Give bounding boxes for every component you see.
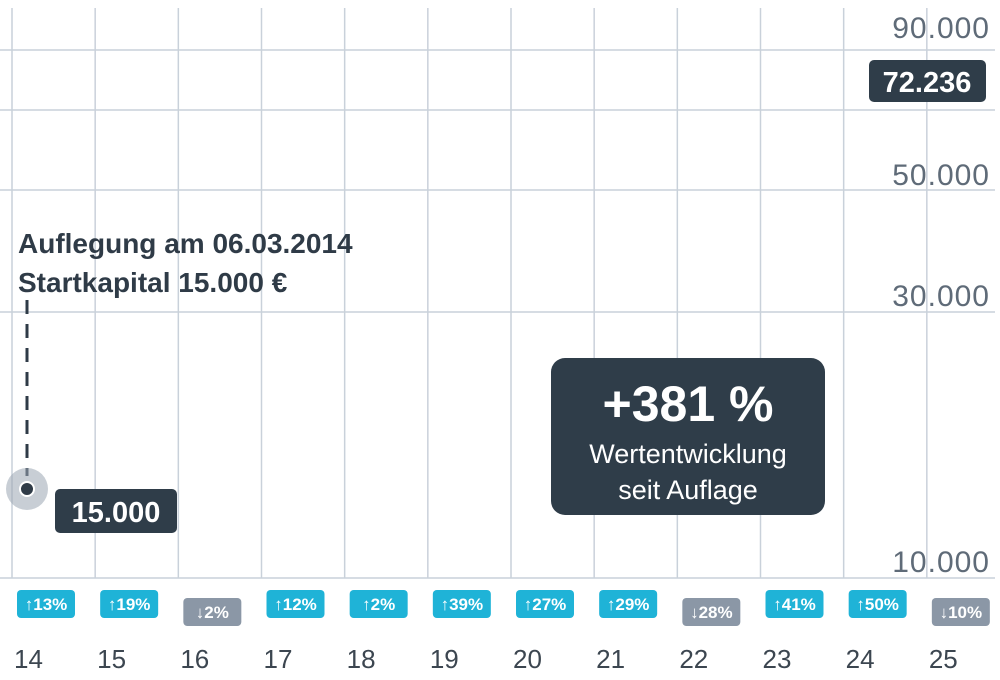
yearly-return-text: ↑19% — [108, 595, 151, 614]
grid-lines — [0, 8, 995, 579]
x-tick-label: 21 — [596, 644, 625, 674]
start-value-tag — [55, 489, 177, 533]
yearly-return-badge — [17, 590, 75, 618]
yearly-return-badge — [931, 598, 990, 626]
end-value-text: 72.236 — [883, 67, 972, 99]
x-tick-label: 22 — [679, 644, 708, 674]
yearly-return-badge — [183, 598, 242, 626]
performance-label-1: Wertentwicklung — [589, 439, 787, 469]
y-tick-label: 90.000 — [892, 12, 990, 45]
x-tick-label: 20 — [513, 644, 542, 674]
performance-label-2: seit Auflage — [618, 475, 758, 505]
start-value-text: 15.000 — [72, 497, 161, 529]
annotation-line-1: Auflegung am 06.03.2014 — [18, 228, 353, 259]
yearly-return-text: ↑12% — [274, 595, 317, 614]
y-tick-label: 50.000 — [892, 159, 990, 192]
yearly-return-text: ↑29% — [607, 595, 650, 614]
yearly-return-badge — [432, 590, 491, 618]
x-tick-label: 24 — [846, 644, 875, 674]
annotation-line-2: Startkapital 15.000 € — [18, 267, 288, 298]
x-tick-label: 23 — [763, 644, 792, 674]
yearly-return-badge — [599, 590, 658, 618]
yearly-return-text: ↓2% — [196, 603, 229, 622]
x-axis-labels: 14 15 16 17 18 19 20 21 22 23 24 25 — [14, 644, 958, 674]
x-tick-label: 25 — [929, 644, 958, 674]
x-tick-label: 19 — [430, 644, 459, 674]
yearly-return-text: ↑13% — [25, 595, 68, 614]
yearly-return-badge — [100, 590, 159, 618]
yearly-return-badge — [765, 590, 824, 618]
yearly-return-badges: ↑13% ↑19% ↓2% ↑12% ↑2% ↑39% ↑27% ↑29% ↓28% ↑41% ↑5… — [17, 590, 990, 626]
yearly-return-text: ↑27% — [524, 595, 567, 614]
start-point — [19, 481, 35, 497]
x-tick-label: 17 — [264, 644, 293, 674]
yearly-return-text: ↑50% — [856, 595, 899, 614]
end-value-tag — [869, 60, 986, 102]
x-tick-label: 18 — [347, 644, 376, 674]
yearly-return-badge — [266, 590, 325, 618]
y-axis-labels: 90.000 50.000 30.000 10.000 — [892, 12, 990, 579]
x-tick-label: 15 — [97, 644, 126, 674]
y-tick-label: 10.000 — [892, 546, 990, 579]
yearly-return-badge — [516, 590, 574, 618]
x-tick-label: 14 — [14, 644, 43, 674]
performance-value: +381 % — [602, 376, 774, 432]
yearly-return-badge — [682, 598, 741, 626]
y-tick-label: 30.000 — [892, 280, 990, 313]
yearly-return-text: ↑41% — [773, 595, 816, 614]
yearly-return-text: ↑2% — [362, 595, 395, 614]
x-tick-label: 16 — [180, 644, 209, 674]
yearly-return-text: ↓10% — [940, 603, 983, 622]
yearly-return-text: ↑39% — [441, 595, 484, 614]
yearly-return-badge — [848, 590, 907, 618]
performance-summary-box: +381 % Wertentwicklung seit Auflage — [551, 358, 825, 515]
yearly-return-badge — [349, 590, 408, 618]
yearly-return-text: ↓28% — [690, 603, 733, 622]
